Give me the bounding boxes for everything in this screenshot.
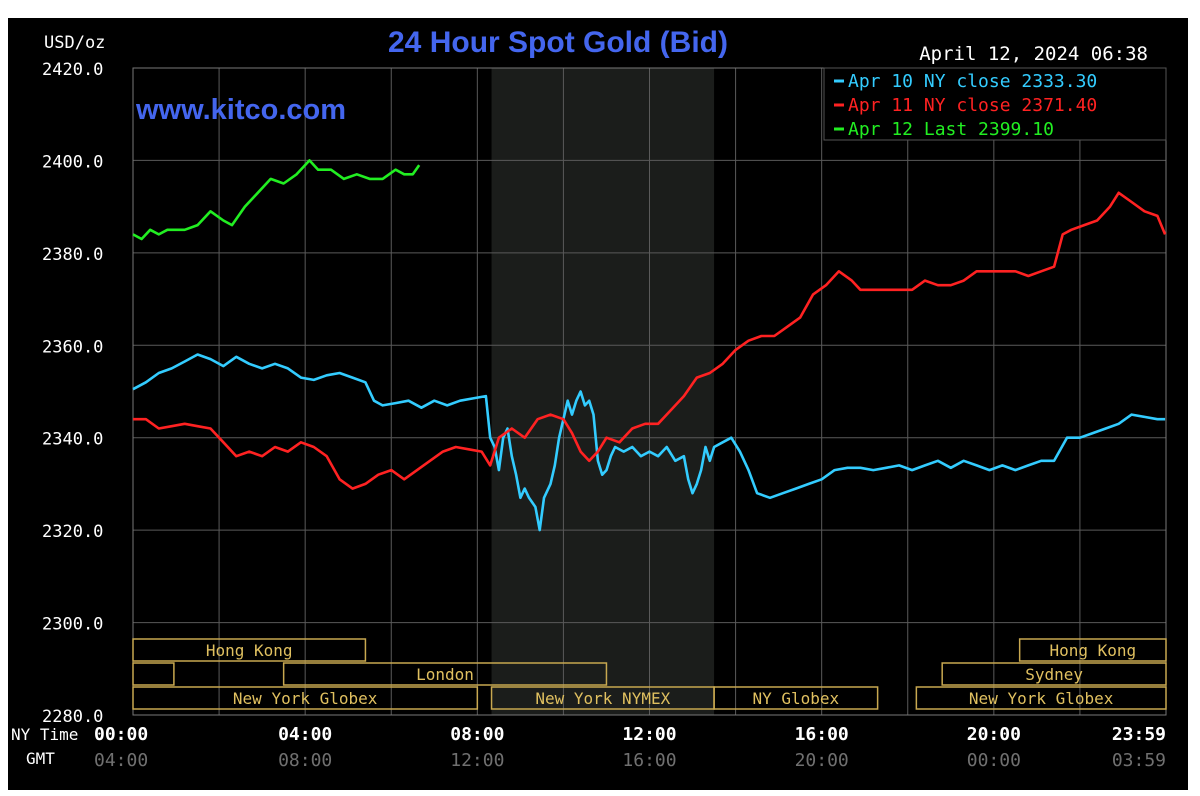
session-label: Hong Kong <box>206 641 293 660</box>
nymex-shade <box>491 68 715 715</box>
x-tick-gmt: 04:00 <box>94 750 148 771</box>
session-label: New York Globex <box>969 689 1114 708</box>
session-bar <box>132 638 367 662</box>
session-bar <box>915 686 1167 710</box>
x-row-label-gmt: GMT <box>26 749 55 768</box>
chart-timestamp: April 12, 2024 06:38 <box>919 43 1148 65</box>
session-label: NY Globex <box>752 689 839 708</box>
session-label: Sydney <box>1025 665 1083 684</box>
session-bar <box>132 662 175 686</box>
x-tick-ny: 08:00 <box>450 724 504 745</box>
x-tick-gmt: 00:00 <box>967 750 1021 771</box>
x-tick-ny: 04:00 <box>278 724 332 745</box>
series-line <box>132 353 1166 532</box>
series-line <box>132 159 421 241</box>
legend-box <box>823 67 1167 141</box>
session-label: New York NYMEX <box>535 689 670 708</box>
x-tick-gmt: 16:00 <box>622 750 676 771</box>
website-label[interactable]: www.kitco.com <box>135 94 346 126</box>
y-tick-label: 2320.0 <box>42 522 103 542</box>
gold-price-chart: Hong Kong Hong Kong London Sydney New York G… <box>8 18 1188 790</box>
session-bar <box>1018 638 1167 662</box>
x-row-label-ny: NY Time <box>11 725 78 744</box>
session-bar <box>132 686 479 710</box>
y-tick-label: 2380.0 <box>42 245 103 265</box>
session-bar <box>941 662 1167 686</box>
session-bar <box>282 662 608 686</box>
chart-title: 24 Hour Spot Gold (Bid) <box>388 26 728 59</box>
series-line <box>133 191 1167 490</box>
y-tick-label: 2420.0 <box>42 60 103 80</box>
session-label: London <box>416 665 474 684</box>
y-tick-label: 2340.0 <box>42 430 103 450</box>
x-tick-ny: 12:00 <box>622 724 676 745</box>
unit-label: USD/oz <box>44 33 105 53</box>
session-bar <box>713 686 879 710</box>
session-label: New York Globex <box>233 689 378 708</box>
plot-border <box>132 67 1167 716</box>
legend-entry: Apr 10 NY close 2333.30 <box>848 71 1097 92</box>
chart-frame: Hong Kong Hong Kong London Sydney New York G… <box>8 18 1188 790</box>
y-tick-label: 2280.0 <box>42 707 103 727</box>
x-tick-gmt: 12:00 <box>450 750 504 771</box>
legend-entry: Apr 12 Last 2399.10 <box>848 119 1054 140</box>
x-tick-ny: 16:00 <box>795 724 849 745</box>
x-tick-gmt: 03:59 <box>1112 750 1166 771</box>
x-tick-gmt: 20:00 <box>795 750 849 771</box>
x-tick-ny: 00:00 <box>94 724 148 745</box>
x-tick-ny: 23:59 <box>1112 724 1166 745</box>
y-tick-label: 2400.0 <box>42 152 103 172</box>
session-label: Hong Kong <box>1049 641 1136 660</box>
legend-entry: Apr 11 NY close 2371.40 <box>848 95 1097 116</box>
y-tick-label: 2360.0 <box>42 337 103 357</box>
legend: Apr 10 NY close 2333.30 Apr 11 NY close 2… <box>823 67 1167 141</box>
x-tick-ny: 20:00 <box>967 724 1021 745</box>
y-tick-label: 2300.0 <box>42 615 103 635</box>
x-tick-gmt: 08:00 <box>278 750 332 771</box>
